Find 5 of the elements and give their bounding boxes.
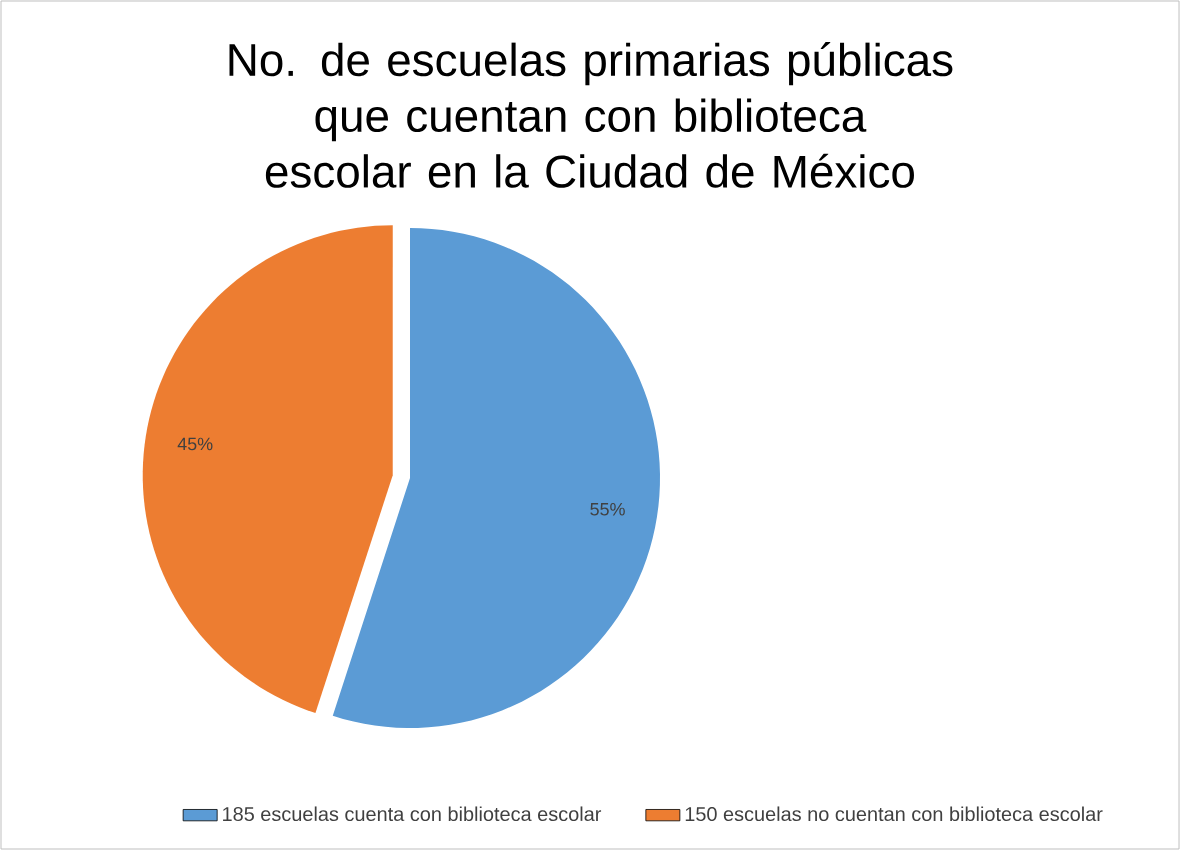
data-label: 45% <box>177 437 213 451</box>
legend-label: 150 escuelas no cuentan con biblioteca escolar <box>685 806 1103 822</box>
data-label: 55% <box>590 502 625 516</box>
legend-label: 185 escuelas cuenta con biblioteca escolar <box>223 806 602 822</box>
chart-title: No. de escuelas primarias públicas que cuentan con biblioteca escolar en la Ciudad de México <box>229 42 953 188</box>
